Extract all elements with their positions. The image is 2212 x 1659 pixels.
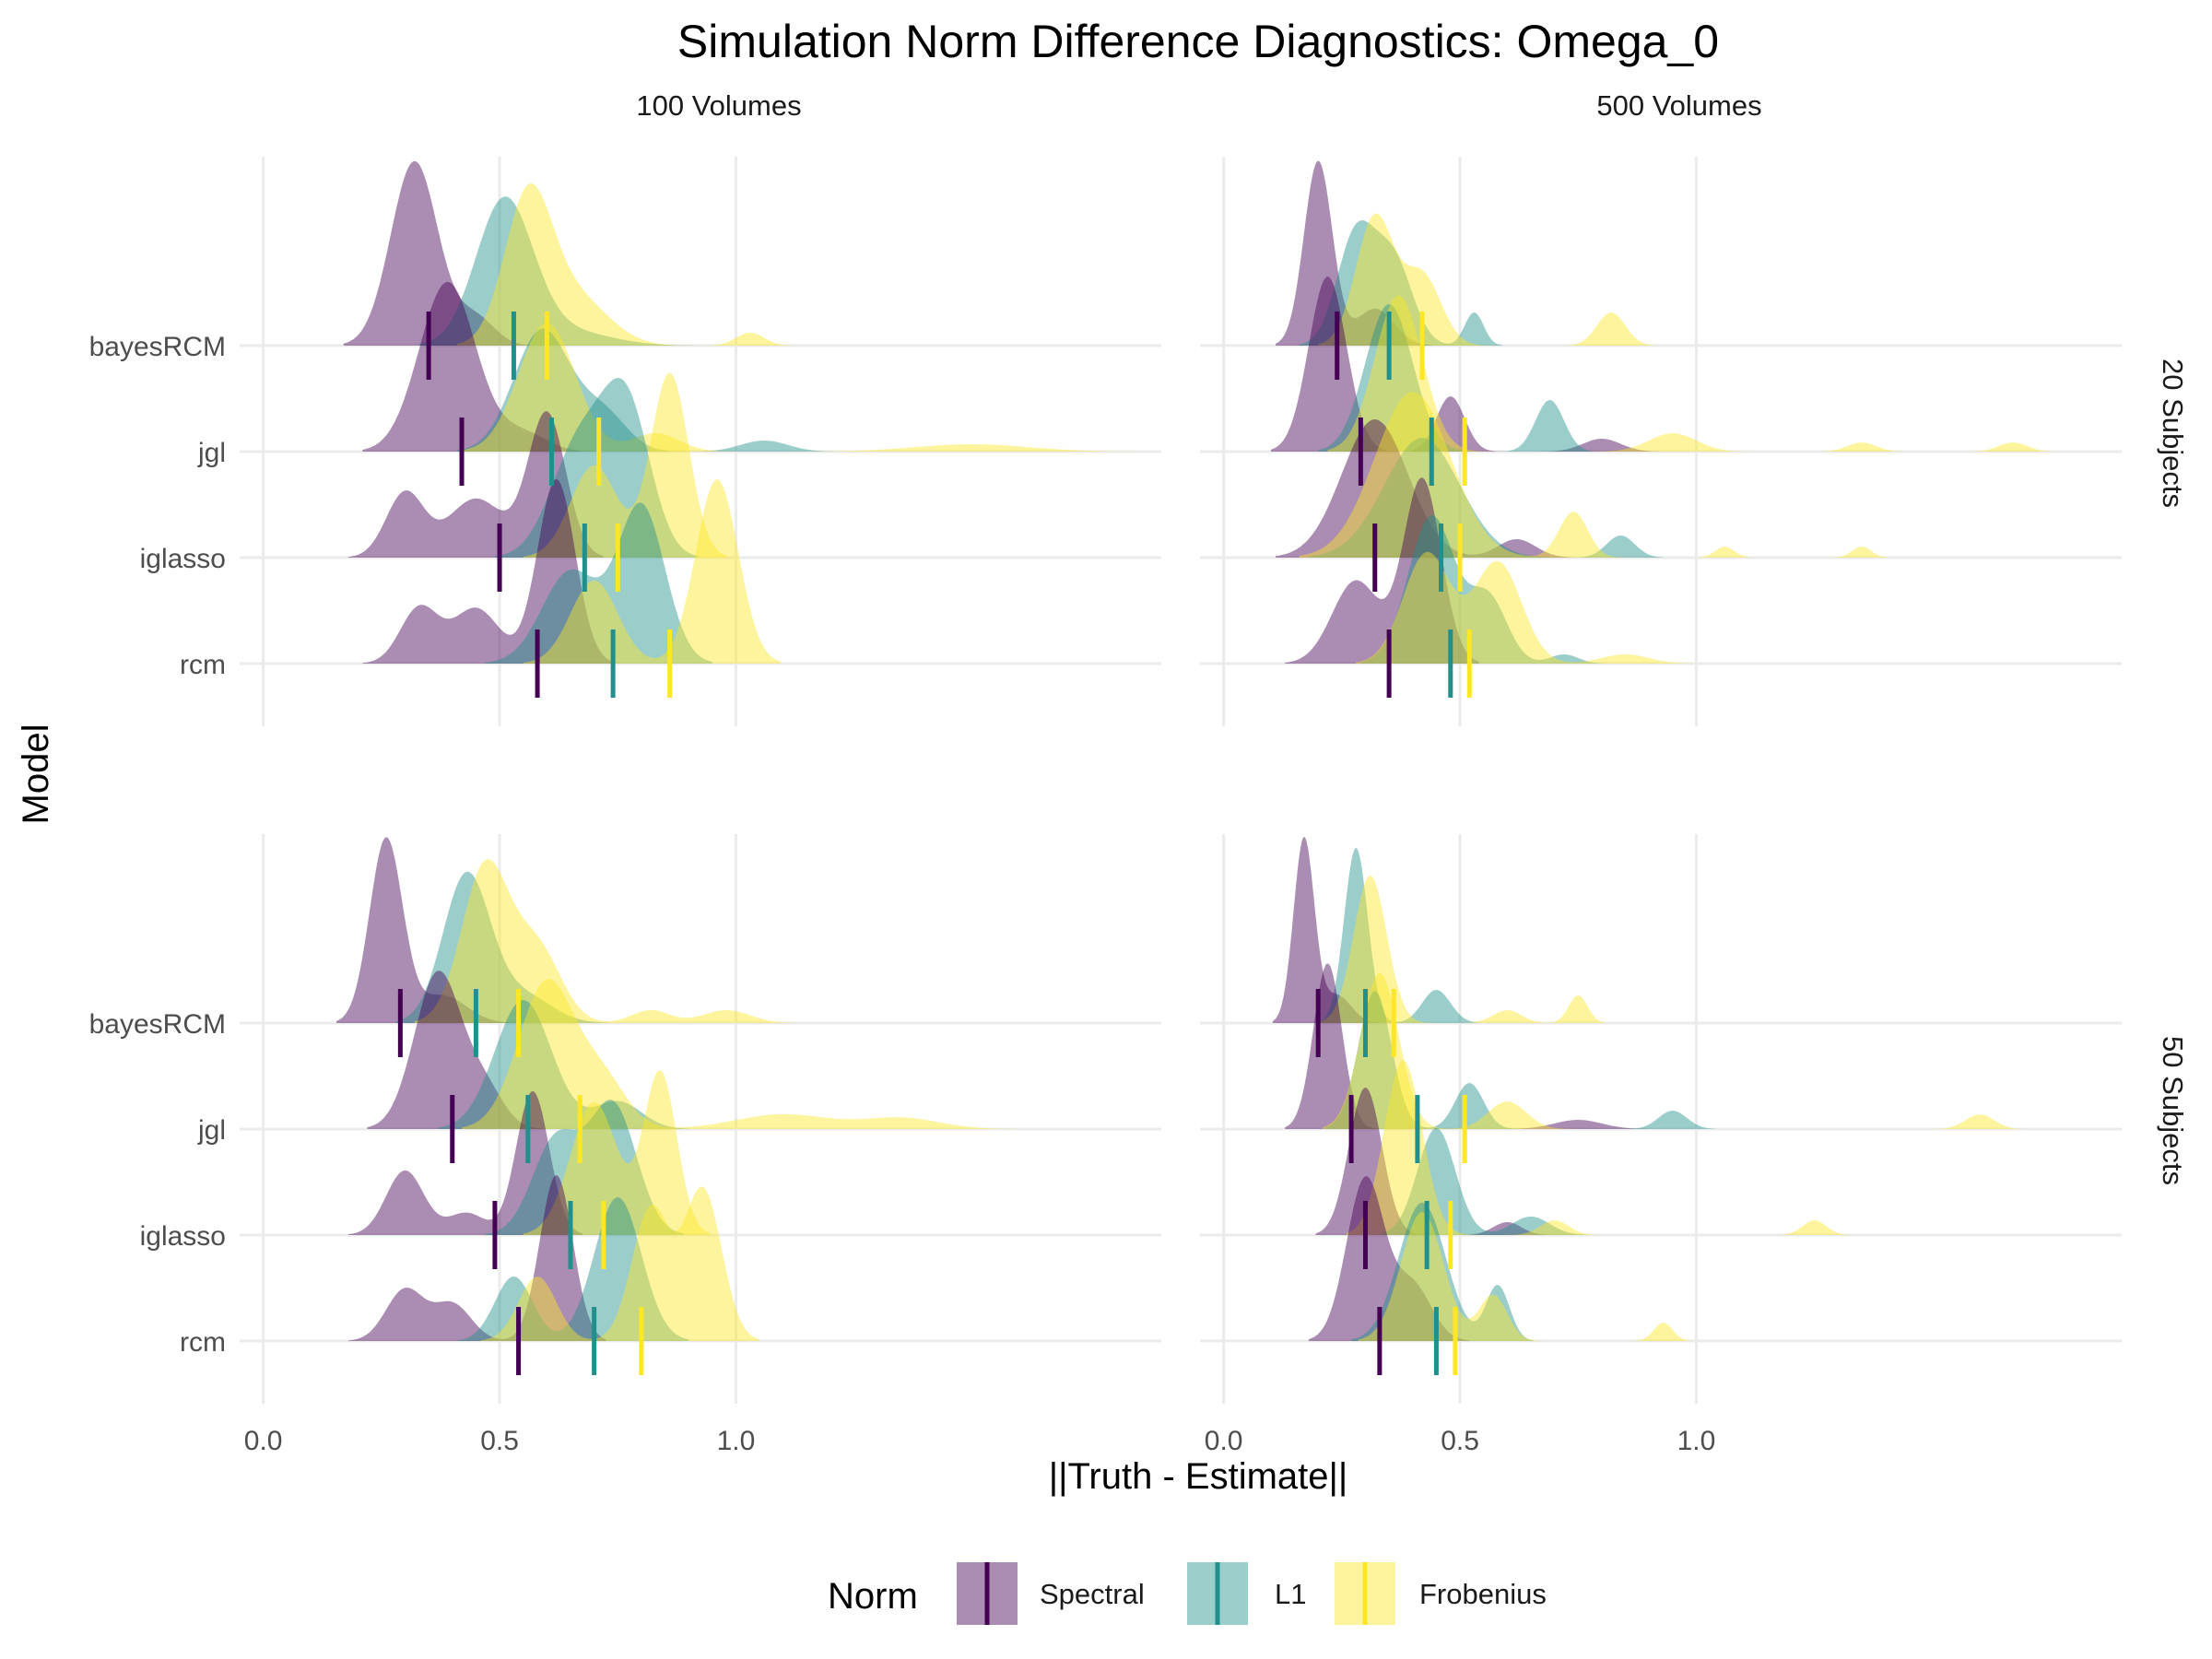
density-ridge-jgl-spectral bbox=[1285, 963, 1650, 1129]
density-ridge-iglasso-frobenius bbox=[523, 372, 727, 558]
density-ridge-iglasso-l1 bbox=[1379, 1128, 1588, 1235]
density-ridge-jgl-frobenius bbox=[1327, 295, 2056, 452]
density-ridge-iglasso-l1 bbox=[1308, 438, 1664, 558]
density-ridge-jgl-l1 bbox=[438, 1000, 689, 1129]
x-tick-label: 0.0 bbox=[244, 1426, 283, 1456]
y-tick-label: rcm bbox=[180, 650, 226, 680]
density-ridge-jgl-spectral bbox=[362, 281, 594, 452]
density-ridge-iglasso-spectral bbox=[1315, 1088, 1550, 1235]
y-tick-label: iglasso bbox=[140, 544, 226, 574]
legend-label-spectral: Spectral bbox=[1040, 1578, 1145, 1610]
density-ridge-iglasso-spectral bbox=[347, 1090, 582, 1235]
facet-panel: 0.0 0.5 1.0 bbox=[1200, 834, 2122, 1456]
y-tick-label: bayesRCM bbox=[89, 332, 226, 362]
y-tick-label: jgl bbox=[197, 438, 226, 468]
density-ridge-jgl-frobenius bbox=[1323, 972, 2023, 1129]
density-ridge-jgl-spectral bbox=[367, 971, 543, 1129]
density-ridge-jgl-frobenius bbox=[462, 979, 1015, 1129]
facet-panel: bayesRCM jgl iglasso rcm bbox=[89, 157, 1161, 726]
density-ridge-bayesRCM-l1 bbox=[395, 871, 608, 1023]
density-ridge-rcm-spectral bbox=[1308, 1176, 1470, 1341]
density-ridge-jgl-l1 bbox=[1318, 304, 1593, 452]
density-ridge-bayesRCM-spectral bbox=[1273, 837, 1380, 1023]
density-ridge-bayesRCM-spectral bbox=[336, 837, 514, 1023]
density-ridge-rcm-frobenius bbox=[523, 479, 782, 664]
density-ridge-iglasso-frobenius bbox=[523, 1070, 711, 1235]
y-tick-label: jgl bbox=[197, 1115, 226, 1146]
x-tick-label: 0.5 bbox=[480, 1426, 519, 1456]
row-strip-label: 50 Subjects bbox=[2157, 1036, 2189, 1185]
density-ridge-bayesRCM-frobenius bbox=[1318, 213, 1654, 346]
chart-title: Simulation Norm Difference Diagnostics: … bbox=[677, 16, 1719, 67]
row-strip-label: 20 Subjects bbox=[2157, 359, 2189, 508]
x-tick-label: 0.0 bbox=[1205, 1426, 1243, 1456]
density-ridge-rcm-frobenius bbox=[1358, 1212, 1692, 1341]
column-strip-label: 500 Volumes bbox=[1596, 89, 1761, 122]
density-ridge-rcm-spectral bbox=[362, 478, 614, 664]
density-ridge-bayesRCM-spectral bbox=[1276, 160, 1432, 346]
facet-panels: bayesRCM jgl iglasso rcm bayesRCM jgl iglasso r… bbox=[89, 157, 2122, 1456]
legend-label-frobenius: Frobenius bbox=[1419, 1578, 1547, 1610]
density-ridge-iglasso-frobenius bbox=[1299, 392, 1890, 558]
y-axis-title: Model bbox=[16, 724, 56, 825]
density-ridge-rcm-l1 bbox=[485, 502, 712, 664]
density-ridge-jgl-spectral bbox=[1270, 276, 1659, 452]
x-tick-label: 1.0 bbox=[717, 1426, 756, 1456]
facet-panel bbox=[1200, 157, 2122, 726]
density-ridge-rcm-l1 bbox=[1360, 515, 1606, 664]
legend-title: Norm bbox=[828, 1576, 918, 1617]
density-ridge-iglasso-l1 bbox=[494, 378, 699, 558]
y-tick-label: rcm bbox=[180, 1327, 226, 1358]
x-axis-title: ||Truth - Estimate|| bbox=[1049, 1456, 1348, 1497]
legend-label-l1: L1 bbox=[1275, 1578, 1306, 1610]
density-ridge-bayesRCM-spectral bbox=[343, 160, 533, 346]
density-ridge-rcm-spectral bbox=[1285, 477, 1479, 664]
density-ridge-rcm-l1 bbox=[456, 1197, 689, 1341]
facet-panel: bayesRCM jgl iglasso rcm 0.0 0.5 1.0 bbox=[89, 834, 1161, 1456]
density-ridge-jgl-frobenius bbox=[462, 323, 1143, 452]
density-ridge-bayesRCM-frobenius bbox=[1320, 876, 1606, 1023]
density-ridge-bayesRCM-l1 bbox=[1299, 220, 1503, 346]
density-ridge-bayesRCM-frobenius bbox=[456, 183, 793, 346]
density-ridge-rcm-frobenius bbox=[480, 1186, 760, 1341]
legend: Norm Spectral L1 Frobenius bbox=[828, 1562, 1547, 1625]
density-ridge-iglasso-frobenius bbox=[1347, 1060, 1851, 1235]
y-tick-label: bayesRCM bbox=[89, 1009, 226, 1040]
column-strip-label: 100 Volumes bbox=[636, 89, 801, 122]
density-ridge-rcm-spectral bbox=[347, 1175, 606, 1341]
x-tick-label: 1.0 bbox=[1677, 1426, 1716, 1456]
density-ridge-bayesRCM-l1 bbox=[1320, 848, 1479, 1023]
density-ridge-rcm-l1 bbox=[1351, 1203, 1534, 1341]
density-ridge-iglasso-spectral bbox=[1276, 419, 1574, 558]
density-ridge-iglasso-l1 bbox=[485, 1100, 685, 1235]
y-tick-label: iglasso bbox=[140, 1221, 226, 1252]
density-ridge-jgl-l1 bbox=[1324, 991, 1715, 1129]
x-tick-label: 0.5 bbox=[1441, 1426, 1479, 1456]
density-ridge-iglasso-spectral bbox=[347, 411, 604, 558]
density-ridge-bayesRCM-frobenius bbox=[414, 859, 798, 1023]
density-ridge-bayesRCM-l1 bbox=[418, 196, 694, 346]
